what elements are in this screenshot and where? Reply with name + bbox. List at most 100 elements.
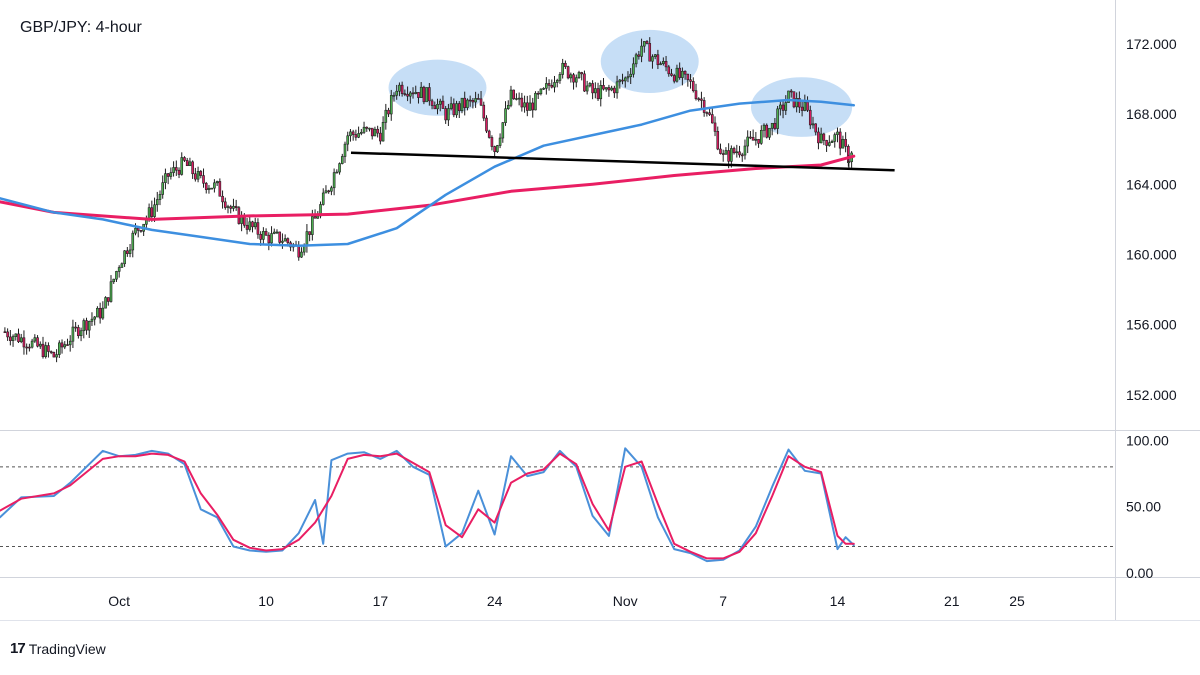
candle-body	[781, 104, 785, 111]
candle-body	[574, 77, 578, 83]
candle-body	[833, 134, 837, 142]
candle-body	[286, 238, 290, 244]
candle-body	[447, 108, 450, 121]
candle-body	[155, 199, 159, 206]
candle-body	[768, 127, 771, 138]
candle-body	[515, 98, 518, 100]
candle-body	[711, 114, 714, 124]
candle-body	[234, 205, 238, 208]
candle-body	[169, 172, 173, 177]
candle-body	[335, 171, 339, 174]
candle-body	[98, 307, 102, 319]
candle-body	[531, 102, 535, 111]
candle-body	[738, 151, 741, 156]
candle-body	[534, 92, 537, 111]
candle-body	[757, 138, 760, 144]
candle-body	[126, 250, 129, 254]
candle-body	[357, 133, 360, 138]
candle-body	[594, 88, 597, 94]
candle-body	[604, 87, 608, 90]
candle-body	[270, 233, 273, 244]
candle-body	[221, 195, 224, 203]
price-tick-label: 152.000	[1126, 387, 1177, 403]
ma-slow-line	[0, 154, 856, 221]
candle-body	[561, 62, 564, 75]
candle-body	[311, 216, 314, 235]
candle-body	[817, 131, 820, 144]
candle-body	[139, 230, 143, 232]
candle-body	[466, 99, 469, 108]
candle-body	[150, 207, 154, 217]
candle-body	[678, 67, 681, 78]
candle-body	[93, 316, 96, 320]
candle-body	[814, 123, 818, 133]
candle-body	[482, 104, 486, 119]
candle-body	[381, 122, 385, 142]
candle-body	[632, 63, 635, 75]
candle-body	[648, 43, 652, 62]
candle-body	[324, 190, 328, 194]
candle-body	[708, 112, 711, 115]
candle-body	[115, 271, 118, 280]
candle-body	[338, 163, 341, 173]
candle-body	[501, 122, 505, 139]
candle-body	[697, 98, 701, 101]
candle-body	[675, 67, 679, 82]
candle-body	[120, 263, 124, 268]
candle-body	[580, 72, 584, 75]
candle-body	[153, 204, 156, 217]
candle-body	[599, 85, 603, 100]
candle-body	[496, 145, 499, 153]
candle-body	[229, 206, 233, 209]
candle-body	[308, 231, 311, 235]
candle-body	[765, 124, 769, 138]
candle-body	[642, 41, 646, 47]
candle-body	[232, 205, 235, 209]
candle-body	[487, 130, 491, 138]
candle-body	[588, 83, 592, 87]
brand-name: TradingView	[28, 640, 106, 657]
axis-labels: 172.000 168.000 164.000 160.000 156.000 152.0…	[108, 36, 1177, 609]
candle-body	[33, 337, 37, 342]
candle-body	[264, 231, 268, 236]
candle-body	[161, 182, 165, 195]
candle-body	[828, 142, 831, 146]
candle-body	[6, 331, 9, 338]
candle-body	[485, 117, 488, 132]
candle-body	[844, 139, 847, 147]
time-tick-label: 24	[487, 593, 503, 609]
ma-fast-line	[0, 98, 856, 247]
candle-body	[414, 92, 418, 94]
candle-body	[47, 345, 50, 352]
candle-body	[547, 83, 551, 86]
candle-body	[428, 87, 431, 102]
candle-body	[262, 231, 265, 240]
candle-body	[512, 89, 515, 100]
candle-body	[591, 83, 594, 94]
candle-body	[49, 351, 53, 353]
candle-body	[553, 82, 556, 88]
candle-body	[313, 216, 317, 219]
candle-body	[468, 99, 472, 102]
candle-body	[564, 62, 567, 67]
candle-body	[686, 73, 690, 81]
candle-body	[770, 122, 774, 129]
candle-body	[585, 85, 589, 92]
candle-body	[177, 169, 181, 175]
candle-body	[705, 112, 709, 114]
candle-body	[471, 100, 475, 103]
candle-body	[52, 352, 56, 358]
candle-body	[808, 109, 812, 126]
price-tick-label: 164.000	[1126, 176, 1177, 192]
candle-body	[436, 103, 439, 110]
candle-body	[207, 187, 211, 190]
candle-body	[618, 79, 622, 83]
candle-body	[196, 171, 200, 180]
candle-body	[637, 54, 641, 57]
candle-body	[596, 88, 600, 100]
candle-body	[172, 167, 175, 173]
candle-body	[283, 238, 287, 242]
candle-body	[550, 84, 554, 88]
candle-body	[199, 171, 203, 176]
